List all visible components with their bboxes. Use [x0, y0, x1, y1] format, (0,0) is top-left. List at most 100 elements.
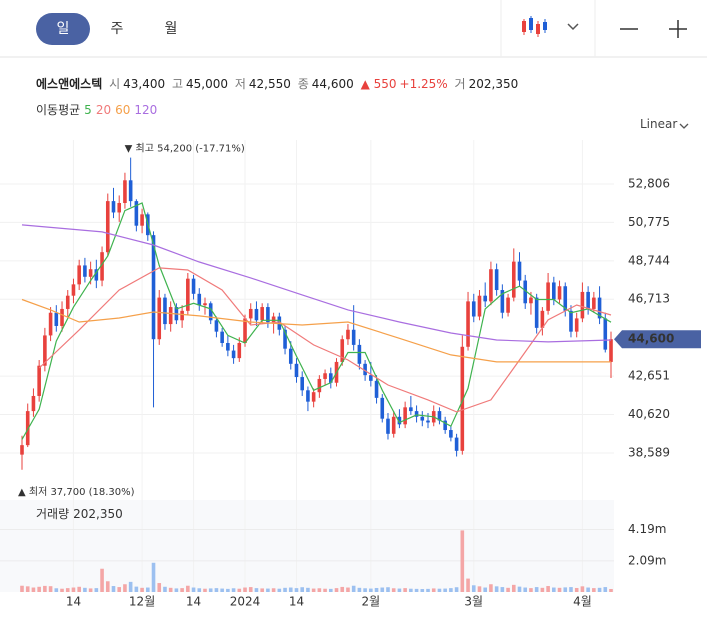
candle-body [197, 293, 202, 306]
volume-bar [140, 587, 144, 592]
x-tick-label: 2월 [361, 595, 380, 609]
volume-bar [208, 588, 213, 592]
volume-bar [203, 588, 207, 592]
volume-bar [529, 588, 533, 592]
candle-body [391, 416, 396, 434]
candle-body [151, 235, 156, 340]
volume-title: 거래량 202,350 [36, 507, 123, 521]
candle-body [105, 201, 110, 253]
candle-body [54, 312, 59, 326]
candle-body [248, 308, 253, 319]
volume-bar [443, 588, 447, 592]
volume-bar [146, 587, 150, 592]
candle-body [563, 286, 568, 311]
candle-body [340, 339, 345, 362]
period-tab[interactable]: 일 [36, 13, 90, 45]
candle-body [426, 420, 430, 423]
volume-bar [271, 588, 276, 592]
candle-body [254, 308, 259, 321]
candle-body [186, 278, 190, 311]
candle-body [83, 265, 87, 277]
volume-bar [357, 587, 362, 592]
volume-bar [151, 562, 156, 592]
candle-body [511, 261, 516, 298]
ma-line [21, 298, 611, 363]
candle-body [403, 407, 407, 425]
volume-bar [351, 585, 356, 592]
period-tab[interactable]: 주 [110, 21, 124, 37]
volume-bar [48, 586, 53, 592]
candle-body [346, 329, 350, 340]
volume-bar [105, 581, 110, 592]
candle-body [48, 312, 53, 336]
stock-name: 에스앤에스텍 [36, 77, 103, 91]
zoom-in[interactable] [669, 20, 687, 38]
volume-bar [54, 588, 59, 592]
value: 44,600 [311, 77, 354, 91]
candle-body [140, 214, 144, 226]
period-tab[interactable]: 월 [164, 21, 178, 37]
legend-entry: 20 [95, 103, 112, 117]
volume-bar [111, 586, 116, 592]
candle-body [351, 329, 356, 345]
volume-bar [592, 588, 596, 592]
candle-body [311, 392, 316, 402]
x-tick-label: 14 [289, 595, 304, 609]
candle-body [454, 437, 459, 451]
scale-mode[interactable]: Linear [640, 117, 678, 131]
volume-bar [180, 588, 184, 592]
y-tick-label: 38,589 [628, 445, 670, 459]
y-tick-label: 50,775 [628, 215, 670, 229]
label: 거 [454, 77, 466, 91]
candle-icon[interactable] [522, 16, 547, 37]
volume-bar [311, 588, 316, 592]
candle-body [117, 203, 122, 213]
volume-bar [25, 586, 30, 592]
scale-chevron[interactable] [679, 123, 689, 129]
volume-bar [197, 588, 202, 592]
y-tick-label: 40,620 [628, 407, 670, 421]
volume-bar [248, 587, 253, 592]
candle-body [460, 346, 465, 451]
price-tag-label: 44,600 [628, 332, 674, 346]
candle-body [523, 280, 528, 304]
volume-bar [494, 586, 499, 592]
candle-body [517, 261, 522, 281]
volume-bar [300, 587, 305, 592]
candle-body [220, 331, 224, 343]
volume-bar [37, 586, 41, 592]
candle-body [226, 343, 230, 351]
candle-body [294, 363, 299, 378]
volume-bar [60, 588, 64, 592]
candle-body [386, 418, 390, 434]
candle-body [271, 316, 276, 323]
volume-bar [237, 588, 242, 592]
candle-body [580, 291, 585, 319]
volume-bar [243, 587, 247, 592]
volume-bar [65, 588, 70, 592]
ma-line [21, 224, 612, 343]
volume-bar [31, 587, 36, 592]
candle-body [592, 297, 596, 309]
candle-body [317, 378, 322, 393]
volume-bar [563, 587, 568, 592]
y-tick-label: 48,744 [628, 253, 670, 267]
volume-bar [128, 581, 133, 592]
volume-bar [574, 587, 579, 592]
candle-body [529, 297, 533, 304]
volume-bar [603, 587, 608, 592]
volume-bar [471, 585, 476, 592]
volume-bar [609, 588, 613, 592]
candle-body [363, 363, 367, 376]
chevron[interactable] [567, 23, 579, 31]
candle-body [111, 201, 116, 213]
candle-body [489, 269, 493, 302]
volume-bar [100, 568, 104, 592]
candle-body [71, 284, 76, 296]
y-tick-label: 42,651 [628, 369, 670, 383]
candle-body [449, 430, 453, 438]
volume-bar [117, 587, 122, 592]
volume-bar [88, 588, 93, 592]
